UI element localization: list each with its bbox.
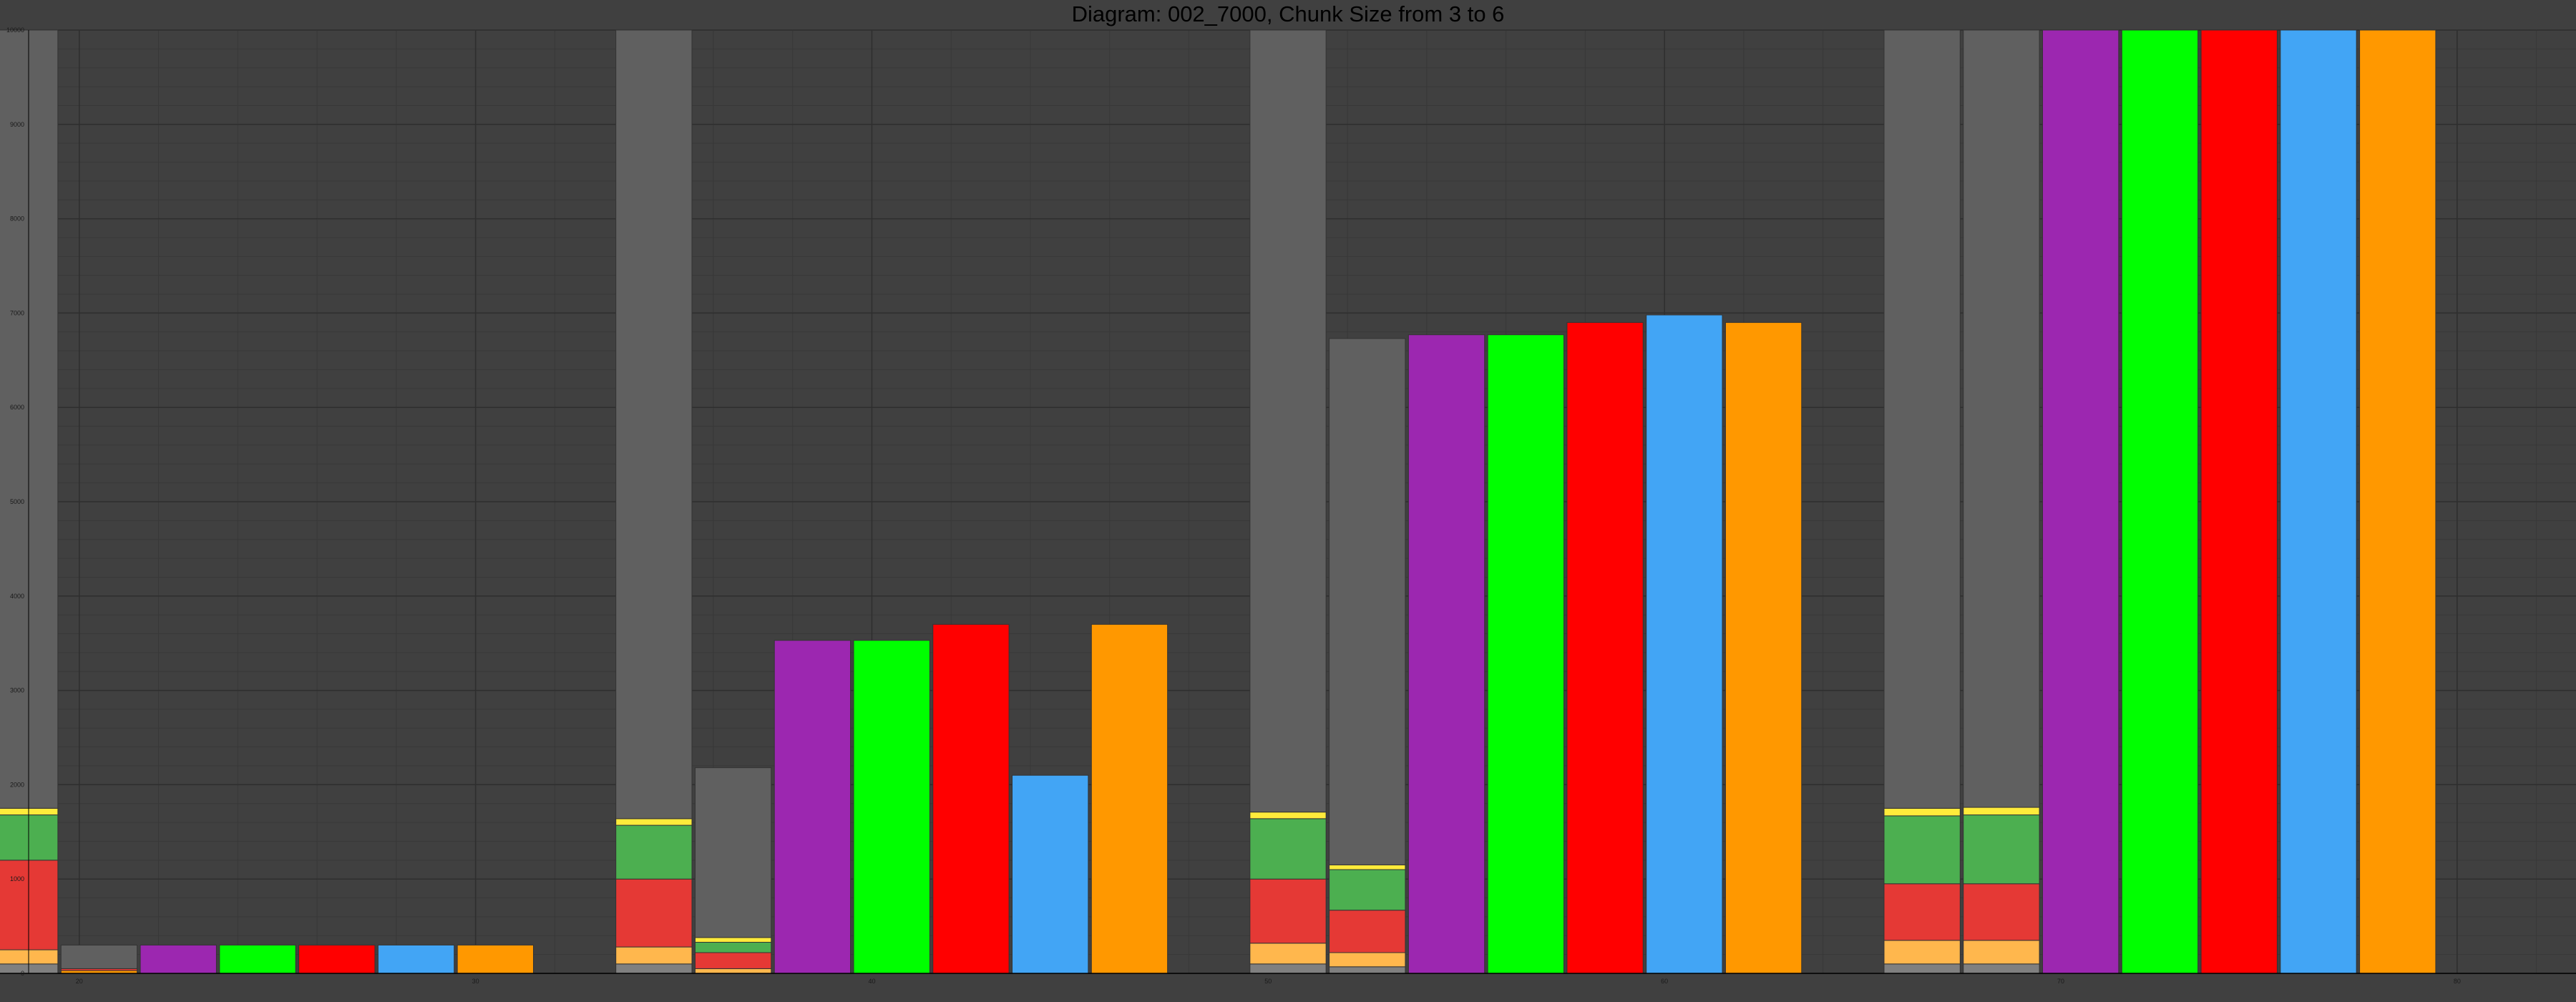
bar-segment-g4-b2-s1 (1963, 963, 2040, 974)
bar-segment-g3-b1-s4 (1249, 818, 1327, 880)
bar-segment-g3-b2-s3 (1329, 910, 1406, 953)
bar-segment-g4-b2-s3 (1963, 883, 2040, 941)
bar-segment-g2-b1-s4 (615, 825, 693, 880)
bar-segment-g2-b1-s1 (615, 963, 693, 974)
bar-segment-g2-b2-s5 (694, 767, 772, 938)
x-tick-label: 80 (2454, 978, 2461, 985)
bar-segment-g3-b6-s1 (1646, 314, 1723, 974)
bar-segment-g3-b3-s1 (1407, 334, 1485, 974)
bar-segment-g3-b5-s1 (1566, 322, 1644, 974)
bar-segment-g3-b2-s6 (1329, 338, 1406, 865)
x-tick-label: 30 (472, 978, 479, 985)
bar-segment-g2-b3-s1 (774, 640, 852, 974)
bar-segment-g4-b1-s2 (1883, 940, 1961, 965)
x-tick-label: 20 (76, 978, 83, 985)
chart-title: Diagram: 002_7000, Chunk Size from 3 to … (1071, 1, 1505, 26)
bar-segment-g2-b1-s5 (615, 818, 693, 826)
bar-segment-g3-b1-s3 (1249, 878, 1327, 944)
y-tick-label: 8000 (10, 215, 24, 223)
bar-segment-g3-b7-s1 (1724, 322, 1802, 974)
bar-segment-g2-b2-s2 (694, 952, 772, 969)
x-tick-label: 70 (2057, 978, 2064, 985)
bar-segment-g2-b1-s2 (615, 946, 693, 965)
bar-segment-g1-b5-s1 (298, 944, 376, 974)
x-tick-label: 60 (1661, 978, 1668, 985)
axes: 0 1000 2000 3000 4000 5000 6000 7000 8000 9000 100… (0, 26, 2576, 985)
bar-segment-g4-b1-s6 (1883, 29, 1961, 809)
x-tick-label: 40 (868, 978, 875, 985)
y-tick-label: 0 (21, 970, 24, 977)
bar-segment-g4-b1-s3 (1883, 883, 1961, 941)
bar-segment-g4-b2-s4 (1963, 814, 2040, 885)
y-tick-label: 10000 (6, 26, 24, 34)
bar-segment-g2-b6-s1 (1012, 774, 1089, 974)
y-tick-label: 6000 (10, 404, 24, 411)
bar-segment-g3-b4-s1 (1487, 334, 1564, 974)
bar-segment-g2-b2-s1 (694, 968, 772, 974)
bar-segment-g3-b1-s1 (1249, 963, 1327, 974)
y-tick-label: 9000 (10, 121, 24, 128)
bar-segment-g2-b1-s6 (615, 29, 693, 819)
bar-segment-g3-b1-s6 (1249, 29, 1327, 813)
bar-segment-g4-b1-s5 (1883, 807, 1961, 817)
y-tick-label: 1000 (10, 875, 24, 882)
bar-segment-g4-b2-s6 (1963, 29, 2040, 808)
bar-segment-g3-b1-s5 (1249, 812, 1327, 819)
bar-segment-g2-b2-s4 (694, 937, 772, 943)
y-tick-label: 5000 (10, 498, 24, 505)
bar-segment-g1-b7-s1 (457, 944, 534, 974)
bars (0, 29, 2436, 974)
bar-segment-g2-b5-s1 (932, 623, 1010, 974)
y-tick-label: 2000 (10, 781, 24, 788)
bar-segment-g4-b2-s5 (1963, 807, 2040, 816)
bar-segment-g4-b7-s1 (2359, 29, 2436, 974)
bar-segment-g4-b1-s4 (1883, 815, 1961, 885)
bar-segment-g1-b3-s1 (140, 944, 217, 974)
bar-segment-g4-b5-s1 (2200, 29, 2278, 974)
bar-segment-g4-b2-s2 (1963, 940, 2040, 965)
x-tick-label: 50 (1264, 978, 1272, 985)
bar-segment-g2-b1-s3 (615, 878, 693, 948)
y-tick-label: 4000 (10, 593, 24, 600)
bar-segment-g3-b2-s5 (1329, 864, 1406, 870)
bar-segment-g2-b7-s1 (1091, 623, 1169, 974)
bar-segment-g3-b2-s2 (1329, 952, 1406, 968)
bar-segment-g3-b1-s2 (1249, 943, 1327, 965)
bar-segment-g1-b2-s3 (60, 944, 138, 969)
y-tick-label: 7000 (10, 309, 24, 316)
bar-segment-g4-b4-s1 (2121, 29, 2199, 974)
bar-segment-g4-b3-s1 (2042, 29, 2119, 974)
bar-segment-g4-b6-s1 (2280, 29, 2357, 974)
bar-segment-g1-b6-s1 (377, 944, 455, 974)
bar-segment-g2-b2-s3 (694, 942, 772, 953)
bar-segment-g3-b2-s1 (1329, 966, 1406, 974)
bar-segment-g2-b4-s1 (853, 640, 930, 974)
bar-segment-g3-b2-s4 (1329, 869, 1406, 911)
y-tick-label: 3000 (10, 687, 24, 694)
bar-segment-g1-b4-s1 (219, 944, 296, 974)
bar-segment-g4-b1-s1 (1883, 963, 1961, 974)
